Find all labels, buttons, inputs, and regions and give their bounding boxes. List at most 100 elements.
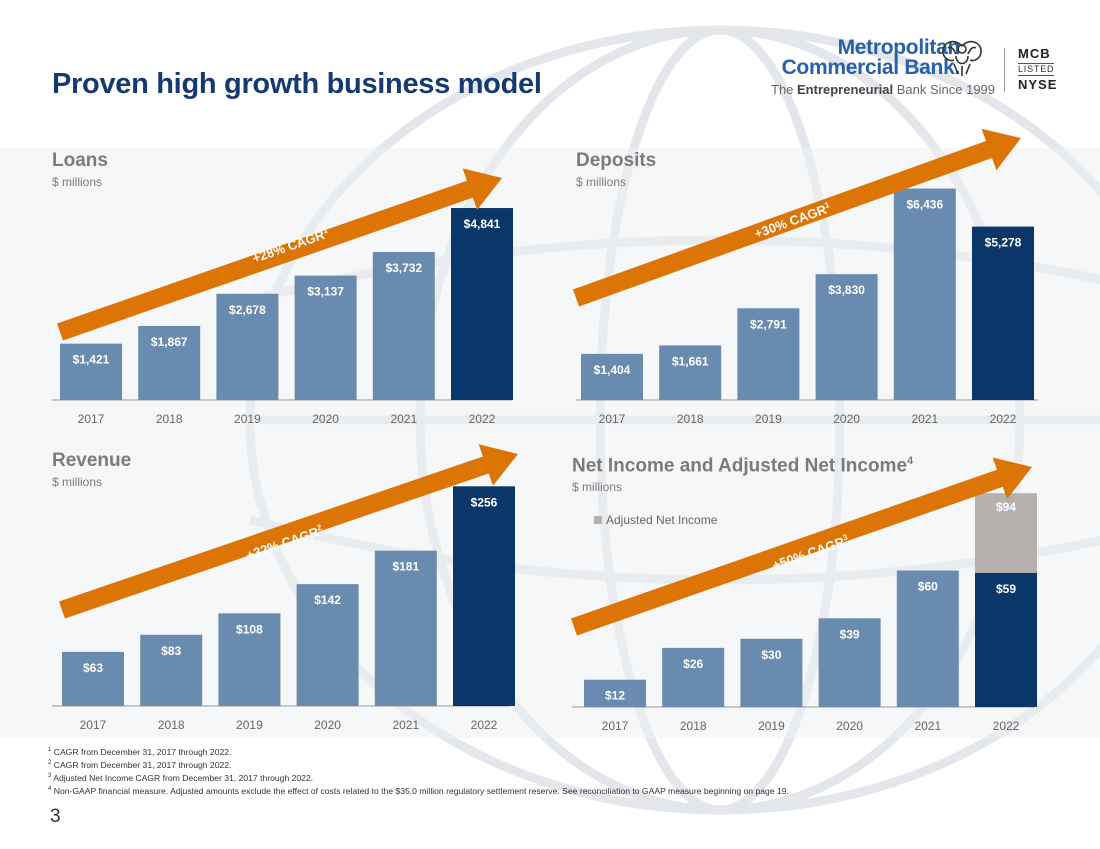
footnotes: 1 CAGR from December 31, 2017 through 20… [48, 745, 789, 797]
cagr-arrow [572, 128, 1021, 307]
bar [60, 343, 122, 400]
chart-title: Loans [52, 150, 108, 171]
bar-value-label: $2,678 [229, 303, 266, 317]
chart-title: Net Income and Adjusted Net Income4 [572, 455, 914, 477]
bar [374, 550, 437, 706]
x-tick-label: 2019 [758, 719, 785, 733]
x-tick-label: 2022 [469, 412, 496, 426]
cagr-label: +30% CAGR1 [752, 200, 833, 241]
deposits-plot: $1,404 2017 $1,661 2018 $2,791 2019 $3,830 2020… [572, 128, 1038, 426]
net-income-plot: Adjusted Net Income $12 2017 $26 2018 $30 2019… [571, 457, 1037, 733]
chart-subtitle: $ millions [52, 175, 103, 189]
cagr-arrow [57, 168, 502, 341]
x-tick-label: 2021 [914, 719, 941, 733]
x-tick-label: 2017 [599, 412, 626, 426]
x-tick-label: 2022 [990, 412, 1017, 426]
bar-value-label: $59 [996, 582, 1016, 596]
footnote-3: 3 Adjusted Net Income CAGR from December… [48, 772, 314, 783]
bar-value-label: $1,867 [151, 335, 188, 349]
x-tick-label: 2020 [833, 412, 860, 426]
eagle-icon [942, 40, 982, 76]
listing-label: LISTED [1018, 63, 1055, 76]
x-tick-label: 2019 [755, 412, 782, 426]
legend-swatch [594, 516, 602, 524]
chart-subtitle: $ millions [576, 175, 627, 189]
bar-value-label: $5,278 [985, 236, 1022, 250]
bar [296, 584, 359, 706]
bar-value-label: $3,732 [385, 261, 422, 275]
bar [584, 679, 646, 707]
x-tick-label: 2018 [680, 719, 707, 733]
listing-ticker: MCB [1018, 46, 1051, 61]
x-tick-label: 2019 [236, 718, 263, 732]
bar-adjusted [975, 493, 1037, 573]
bar-value-label: $1,421 [73, 353, 110, 367]
bar-value-label: $1,661 [672, 354, 709, 368]
x-tick-label: 2018 [158, 718, 185, 732]
listing-exchange: NYSE [1018, 77, 1058, 92]
revenue-plot: $63 2017 $83 2018 $108 2019 $142 2020 $181 2021 $2… [52, 444, 518, 732]
x-tick-label: 2020 [312, 412, 339, 426]
bar [818, 618, 881, 707]
bar [893, 188, 956, 400]
net-income-chart: Net Income and Adjusted Net Income4 $ mi… [571, 455, 1044, 740]
bar [62, 651, 124, 706]
bar-value-label: $3,137 [307, 285, 344, 299]
bar-value-label: $108 [236, 622, 263, 636]
x-tick-label: 2022 [471, 718, 498, 732]
logo-tagline: The Entrepreneurial Bank Since 1999 [771, 82, 996, 97]
cagr-arrow [571, 457, 1032, 636]
bar [372, 252, 435, 400]
bar-value-label: $6,436 [906, 198, 943, 212]
bar [662, 647, 725, 707]
x-tick-label: 2021 [911, 412, 938, 426]
bar [896, 570, 959, 707]
bar [140, 634, 203, 706]
bar [216, 293, 279, 400]
loans-chart: Loans $ millions $1,421 2017 $1,867 2018 $2,… [52, 150, 520, 430]
bar-value-label: $2,791 [750, 317, 787, 331]
legend-label: Adjusted Net Income [606, 513, 718, 527]
bar [581, 353, 643, 400]
company-logo: Metropolitan Commercial Bank. The Entrep… [768, 36, 1068, 102]
x-tick-label: 2019 [234, 412, 261, 426]
loans-plot: $1,421 2017 $1,867 2018 $2,678 2019 $3,137 2020… [52, 168, 513, 426]
x-tick-label: 2020 [836, 719, 863, 733]
x-tick-label: 2020 [314, 718, 341, 732]
logo-name-line1: Metropolitan [837, 36, 961, 59]
x-tick-label: 2021 [392, 718, 419, 732]
bar [975, 572, 1037, 707]
x-tick-label: 2018 [677, 412, 704, 426]
bar [972, 226, 1034, 400]
bar-value-label: $12 [605, 689, 625, 703]
bar-value-label: $26 [683, 657, 703, 671]
footnote-1: 1 CAGR from December 31, 2017 through 20… [48, 746, 232, 757]
x-tick-label: 2017 [78, 412, 105, 426]
bar [218, 613, 281, 706]
cagr-arrow [59, 444, 518, 619]
bar [138, 325, 201, 400]
chart-title: Revenue [52, 450, 132, 471]
bar-value-label: $256 [471, 495, 498, 509]
footnote-2: 2 CAGR from December 31, 2017 through 20… [48, 759, 232, 770]
bar [453, 486, 515, 706]
page-number: 3 [50, 806, 61, 827]
x-tick-label: 2017 [602, 719, 629, 733]
bar [740, 638, 803, 707]
bar-value-label: $60 [918, 580, 938, 594]
bar-value-label: $63 [83, 661, 103, 675]
chart-subtitle: $ millions [52, 475, 103, 489]
bar [294, 275, 357, 400]
bar [737, 308, 800, 400]
x-tick-label: 2017 [80, 718, 107, 732]
x-tick-label: 2018 [156, 412, 183, 426]
bar-value-label: $181 [392, 560, 419, 574]
bar-value-label: $4,841 [464, 217, 501, 231]
bar-value-label: $1,404 [594, 363, 631, 377]
x-tick-label: 2021 [390, 412, 417, 426]
x-tick-label: 2022 [993, 719, 1020, 733]
footnote-4: 4 Non-GAAP financial measure. Adjusted a… [48, 786, 789, 797]
bar-value-label: $39 [840, 627, 860, 641]
bar-value-label: $3,830 [828, 283, 865, 297]
bar [659, 345, 722, 400]
